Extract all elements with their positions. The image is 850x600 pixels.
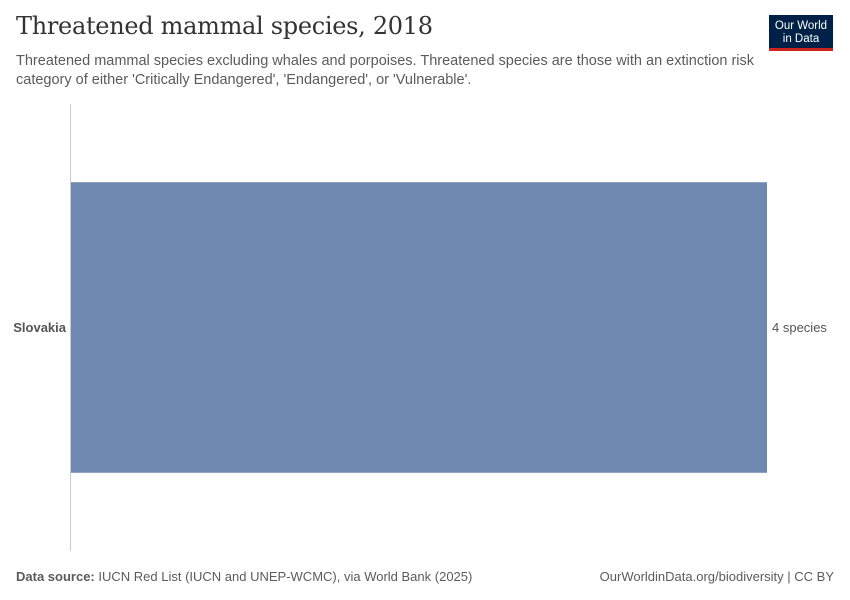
footer-url[interactable]: OurWorldinData.org/biodiversity | CC BY [599,569,834,584]
chart-title: Threatened mammal species, 2018 [16,12,433,40]
category-label: Slovakia [13,320,67,335]
logo-line1: Our World [774,19,828,32]
source-label: Data source: [16,569,95,584]
source-text: IUCN Red List (IUCN and UNEP-WCMC), via … [98,569,473,584]
logo-line2: in Data [782,32,820,45]
owid-logo[interactable]: Our World in Data [769,15,833,51]
chart-subtitle: Threatened mammal species excluding whal… [16,53,755,88]
value-label: 4 species [772,320,827,335]
data-source: Data source: IUCN Red List (IUCN and UNE… [16,569,472,584]
bar-slovakia[interactable] [71,182,767,473]
